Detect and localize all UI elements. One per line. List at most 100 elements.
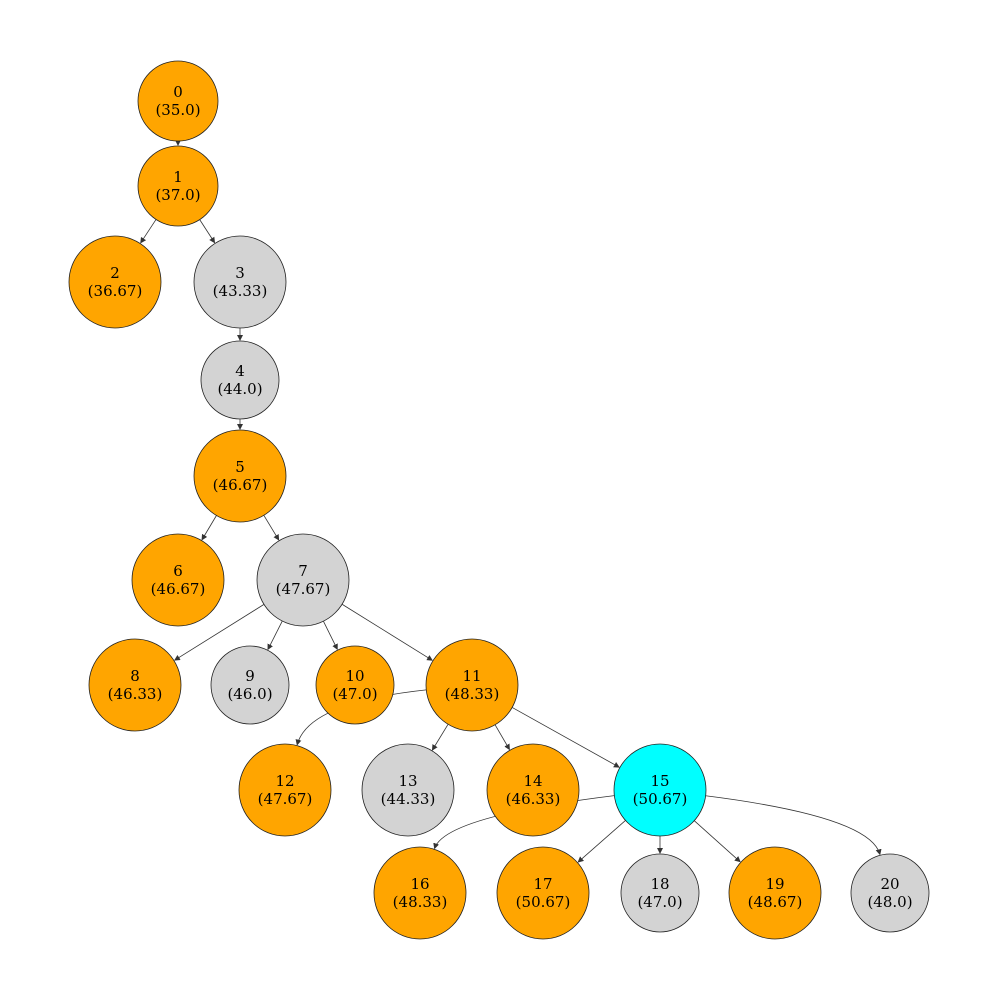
node-circle xyxy=(613,743,707,837)
node-16: 16(48.33) xyxy=(373,846,467,940)
node-circle xyxy=(256,533,350,627)
node-id-label: 2 xyxy=(110,264,120,282)
node-value-label: (36.67) xyxy=(88,282,143,300)
node-id-label: 20 xyxy=(880,875,899,893)
edge-5-to-7 xyxy=(263,515,280,541)
node-circle xyxy=(425,638,519,732)
nodes-layer: 0(35.0)1(37.0)2(36.67)3(43.33)4(44.0)5(4… xyxy=(68,60,930,940)
node-value-label: (46.67) xyxy=(151,580,206,598)
node-id-label: 4 xyxy=(235,362,245,380)
node-id-label: 7 xyxy=(298,562,308,580)
node-14: 14(46.33) xyxy=(486,743,580,837)
node-value-label: (47.0) xyxy=(332,685,377,703)
edge-7-to-11 xyxy=(341,603,433,661)
node-20: 20(48.0) xyxy=(850,853,930,933)
node-value-label: (48.0) xyxy=(867,893,912,911)
node-6: 6(46.67) xyxy=(131,533,225,627)
node-id-label: 16 xyxy=(410,875,429,893)
node-circle xyxy=(486,743,580,837)
edge-1-to-2 xyxy=(140,219,157,244)
node-circle xyxy=(88,638,182,732)
node-0: 0(35.0) xyxy=(137,60,219,142)
node-id-label: 19 xyxy=(765,875,784,893)
node-value-label: (46.67) xyxy=(213,476,268,494)
node-id-label: 1 xyxy=(173,168,183,186)
node-circle xyxy=(361,743,455,837)
edge-11-to-14 xyxy=(494,724,510,751)
node-17: 17(50.67) xyxy=(496,846,590,940)
node-19: 19(48.67) xyxy=(728,846,822,940)
node-value-label: (48.33) xyxy=(393,893,448,911)
node-id-label: 8 xyxy=(130,667,140,685)
node-10: 10(47.0) xyxy=(315,645,395,725)
node-id-label: 3 xyxy=(235,264,245,282)
node-circle xyxy=(193,235,287,329)
node-circle xyxy=(728,846,822,940)
node-8: 8(46.33) xyxy=(88,638,182,732)
node-7: 7(47.67) xyxy=(256,533,350,627)
node-id-label: 14 xyxy=(523,772,542,790)
node-id-label: 13 xyxy=(398,772,417,790)
edge-7-to-9 xyxy=(267,620,283,651)
node-15: 15(50.67) xyxy=(613,743,707,837)
node-id-label: 17 xyxy=(533,875,552,893)
node-12: 12(47.67) xyxy=(238,743,332,837)
node-value-label: (47.0) xyxy=(637,893,682,911)
node-circle xyxy=(193,429,287,523)
edges-layer xyxy=(140,140,882,863)
node-circle xyxy=(210,645,290,725)
node-id-label: 9 xyxy=(245,667,255,685)
node-value-label: (47.67) xyxy=(276,580,331,598)
node-value-label: (43.33) xyxy=(213,282,268,300)
edge-7-to-8 xyxy=(174,604,265,661)
node-2: 2(36.67) xyxy=(68,235,162,329)
node-circle xyxy=(850,853,930,933)
node-id-label: 15 xyxy=(650,772,669,790)
node-9: 9(46.0) xyxy=(210,645,290,725)
node-value-label: (50.67) xyxy=(633,790,688,808)
edge-11-to-15 xyxy=(511,707,620,768)
node-circle xyxy=(68,235,162,329)
node-value-label: (50.67) xyxy=(516,893,571,911)
node-id-label: 5 xyxy=(235,458,245,476)
node-circle xyxy=(137,60,219,142)
node-circle xyxy=(137,145,219,227)
node-3: 3(43.33) xyxy=(193,235,287,329)
node-circle xyxy=(238,743,332,837)
node-value-label: (37.0) xyxy=(155,186,200,204)
edge-5-to-6 xyxy=(201,515,217,541)
node-circle xyxy=(200,340,280,420)
node-value-label: (48.33) xyxy=(445,685,500,703)
node-value-label: (47.67) xyxy=(258,790,313,808)
node-value-label: (44.33) xyxy=(381,790,436,808)
node-value-label: (46.33) xyxy=(506,790,561,808)
node-5: 5(46.67) xyxy=(193,429,287,523)
node-circle xyxy=(496,846,590,940)
node-value-label: (46.33) xyxy=(108,685,163,703)
node-circle xyxy=(620,853,700,933)
node-value-label: (35.0) xyxy=(155,101,200,119)
edge-11-to-13 xyxy=(431,724,449,751)
node-18: 18(47.0) xyxy=(620,853,700,933)
node-value-label: (46.0) xyxy=(227,685,272,703)
node-1: 1(37.0) xyxy=(137,145,219,227)
node-circle xyxy=(131,533,225,627)
node-id-label: 18 xyxy=(650,875,669,893)
edge-1-to-3 xyxy=(199,219,216,244)
node-circle xyxy=(315,645,395,725)
node-13: 13(44.33) xyxy=(361,743,455,837)
edge-15-to-19 xyxy=(693,820,741,863)
node-id-label: 6 xyxy=(173,562,183,580)
node-id-label: 11 xyxy=(462,667,481,685)
node-4: 4(44.0) xyxy=(200,340,280,420)
node-circle xyxy=(373,846,467,940)
edge-15-to-17 xyxy=(577,820,626,863)
node-id-label: 10 xyxy=(345,667,364,685)
node-id-label: 12 xyxy=(275,772,294,790)
node-11: 11(48.33) xyxy=(425,638,519,732)
node-id-label: 0 xyxy=(173,83,183,101)
edge-7-to-10 xyxy=(323,621,338,651)
edge-15-to-20 xyxy=(705,795,882,856)
node-value-label: (48.67) xyxy=(748,893,803,911)
